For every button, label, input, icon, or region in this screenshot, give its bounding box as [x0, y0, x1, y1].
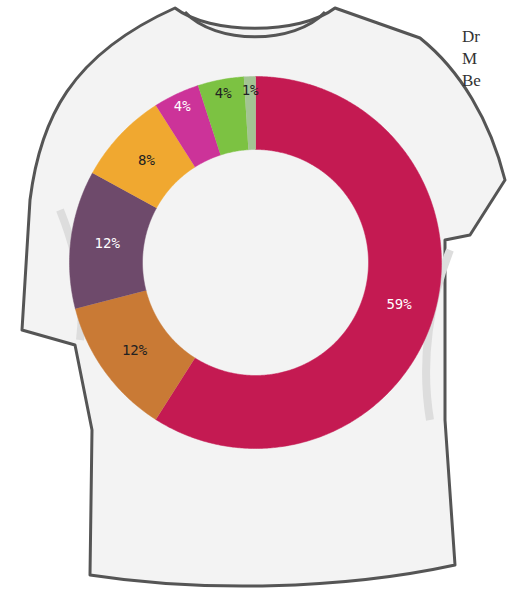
html-text:Be: Be: [462, 71, 481, 90]
html-text:Dr: Dr: [462, 27, 480, 46]
svg-text:4%: 4%: [215, 85, 232, 101]
svg-text:12%: 12%: [122, 342, 148, 358]
svg-text:59%: 59%: [386, 296, 412, 312]
svg-text:1%: 1%: [242, 82, 259, 98]
svg-text:12%: 12%: [95, 235, 121, 251]
svg-text:8%: 8%: [138, 152, 155, 168]
svg-text:4%: 4%: [174, 98, 191, 114]
html-text:M: M: [462, 49, 478, 68]
